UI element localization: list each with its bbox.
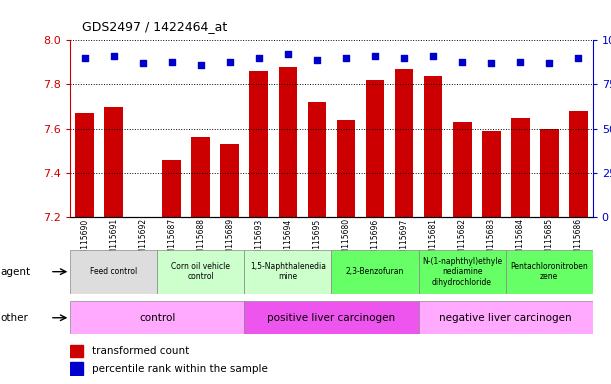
Bar: [423, 76, 442, 217]
Text: negative liver carcinogen: negative liver carcinogen: [439, 313, 572, 323]
Text: percentile rank within the sample: percentile rank within the sample: [92, 364, 268, 374]
Point: [573, 55, 583, 61]
Bar: [244, 250, 331, 294]
Bar: [365, 80, 384, 217]
Text: N-(1-naphthyl)ethyle
nediamine
dihydrochloride: N-(1-naphthyl)ethyle nediamine dihydroch…: [422, 257, 502, 286]
Bar: [481, 131, 500, 217]
Text: Corn oil vehicle
control: Corn oil vehicle control: [171, 262, 230, 281]
Bar: [249, 71, 268, 217]
Bar: [75, 113, 94, 217]
Point: [312, 57, 322, 63]
Bar: [70, 301, 244, 334]
Bar: [395, 69, 414, 217]
Text: 1,5-Naphthalenedia
mine: 1,5-Naphthalenedia mine: [250, 262, 326, 281]
Bar: [104, 107, 123, 217]
Point: [457, 58, 467, 65]
Bar: [337, 120, 356, 217]
Text: GDS2497 / 1422464_at: GDS2497 / 1422464_at: [82, 20, 228, 33]
Bar: [244, 301, 419, 334]
Bar: [419, 250, 506, 294]
Bar: [221, 144, 240, 217]
Bar: [70, 362, 83, 375]
Bar: [419, 301, 593, 334]
Point: [80, 55, 90, 61]
Bar: [331, 250, 419, 294]
Point: [370, 53, 380, 59]
Point: [254, 55, 264, 61]
Bar: [511, 118, 530, 217]
Bar: [70, 345, 83, 357]
Point: [515, 58, 525, 65]
Point: [109, 53, 119, 59]
Text: transformed count: transformed count: [92, 346, 189, 356]
Text: agent: agent: [1, 266, 31, 277]
Text: positive liver carcinogen: positive liver carcinogen: [268, 313, 395, 323]
Bar: [70, 250, 158, 294]
Point: [138, 60, 148, 66]
Bar: [158, 250, 244, 294]
Point: [283, 51, 293, 58]
Point: [428, 53, 438, 59]
Text: 2,3-Benzofuran: 2,3-Benzofuran: [346, 267, 404, 276]
Text: Pentachloronitroben
zene: Pentachloronitroben zene: [510, 262, 588, 281]
Point: [399, 55, 409, 61]
Bar: [163, 160, 181, 217]
Point: [341, 55, 351, 61]
Bar: [279, 67, 298, 217]
Point: [544, 60, 554, 66]
Point: [225, 58, 235, 65]
Point: [167, 58, 177, 65]
Text: other: other: [1, 313, 29, 323]
Bar: [506, 250, 593, 294]
Text: control: control: [139, 313, 175, 323]
Bar: [453, 122, 472, 217]
Point: [196, 62, 206, 68]
Bar: [540, 129, 558, 217]
Bar: [569, 111, 588, 217]
Bar: [191, 137, 210, 217]
Bar: [307, 102, 326, 217]
Point: [486, 60, 496, 66]
Text: Feed control: Feed control: [90, 267, 137, 276]
